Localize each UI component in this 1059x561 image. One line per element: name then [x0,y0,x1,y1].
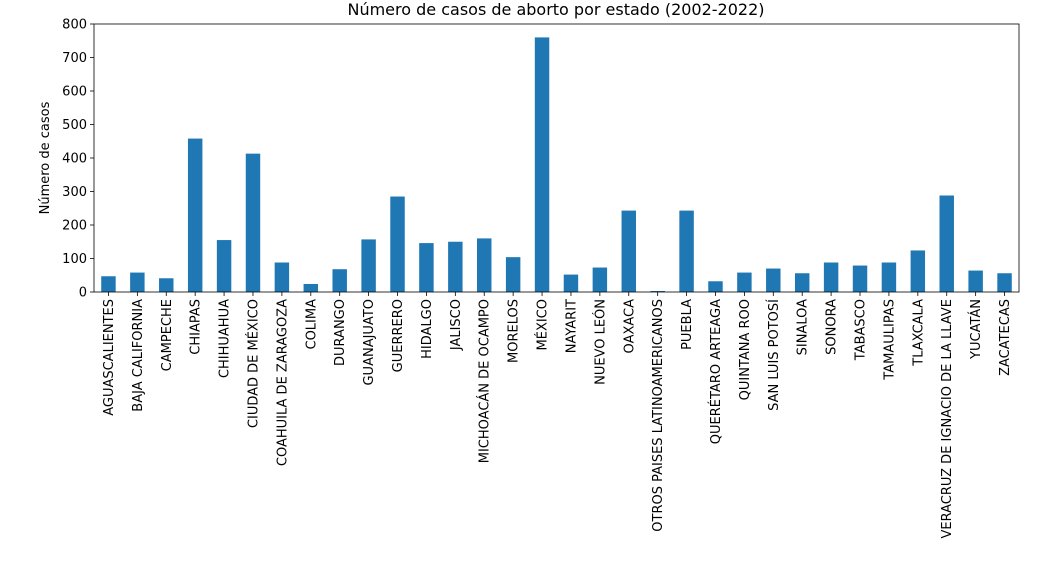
x-tick-label: OTROS PAISES LATINOAMERICANOS [651,299,666,532]
y-tick-label: 0 [79,286,87,301]
bar [708,281,723,292]
bar [187,138,203,292]
bar [390,196,405,292]
x-tick-label: SONORA [825,299,840,355]
x-tick-label: MICHOACÁN DE OCAMPO [477,299,493,463]
x-tick-label: CHIAPAS [189,299,204,355]
bar [592,267,608,292]
bar [245,153,261,292]
x-tick-label: TLAXCALA [911,299,926,367]
bar [621,210,636,292]
x-tick-label: HIDALGO [420,299,435,359]
x-tick-label: ZACATECAS [998,299,1013,376]
x-tick-label: JALISCO [449,299,464,351]
x-tick-label: DURANGO [333,299,348,366]
bar [130,272,145,292]
y-tick-label: 500 [62,118,87,133]
x-tick-label: CHIHUAHUA [218,299,233,378]
x-tick-label: VERACRUZ DE IGNACIO DE LA LLAVE [940,299,955,539]
bar [274,262,290,292]
bar [534,37,550,293]
x-tick-label: CAMPECHE [160,299,175,371]
x-tick-label: AGUASCALIENTES [102,299,117,416]
bar [910,250,926,292]
x-tick-label: NUEVO LEÓN [592,299,608,385]
x-tick-label: COAHUILA DE ZARAGOZA [275,299,290,466]
x-tick-label: GUANAJUATO [362,299,377,386]
x-tick-label: NAYARIT [564,299,579,353]
x-tick-label: QUINTANA ROO [738,299,753,400]
bar [505,257,521,292]
y-tick-label: 600 [62,85,87,100]
x-tick-label: SAN LUIS POTOSÍ [766,299,782,411]
plot-area: 0 100 200 300 400 500 600 700 800 AGUASCALIENTES B… [62,18,1020,539]
bar [332,269,347,292]
bar [968,270,983,292]
bar [563,274,579,292]
bar [939,195,954,292]
bar [448,241,463,292]
bar [159,278,174,292]
x-tick-label: COLIMA [304,299,319,350]
y-tick-label: 200 [62,219,87,234]
chart-title: Número de casos de aborto por estado (20… [347,0,764,19]
x-tick-label: TABASCO [854,299,869,361]
y-tick-label: 100 [62,252,87,267]
bar [852,265,868,292]
bar [477,238,492,292]
y-tick-label: 700 [62,51,87,66]
bar [794,273,810,292]
x-tick-label: SINALOA [796,299,811,355]
bar [650,290,665,292]
bar [679,210,694,292]
x-tick-label: TAMAULIPAS [882,299,897,381]
bar [737,272,752,292]
bar [303,283,319,292]
y-tick-label: 300 [62,185,87,200]
bar [823,262,839,292]
x-tick-label: BAJA CALIFORNIA [131,299,146,412]
x-tick-label: CIUDAD DE MÉXICO [245,299,261,428]
x-tick-label: MORELOS [507,299,522,363]
x-tick-label: OAXACA [622,299,637,354]
x-tick-label: QUERÉTARO ARTEAGA [708,299,724,444]
x-tick-label: YUCATÁN [968,299,984,360]
x-tick-label: GUERRERO [391,299,406,372]
bar [216,240,232,292]
y-axis-label: Número de casos [38,101,53,214]
axes-frame [93,23,1020,293]
x-tick-label: PUEBLA [680,299,695,350]
x-tick-label: MÉXICO [535,299,551,350]
y-tick-label: 400 [62,152,87,167]
y-tick-label: 800 [62,18,87,33]
bar [101,276,116,292]
bar [881,262,897,292]
bar [419,243,434,292]
bar [997,273,1012,292]
bar [766,268,781,292]
bar [361,239,376,292]
